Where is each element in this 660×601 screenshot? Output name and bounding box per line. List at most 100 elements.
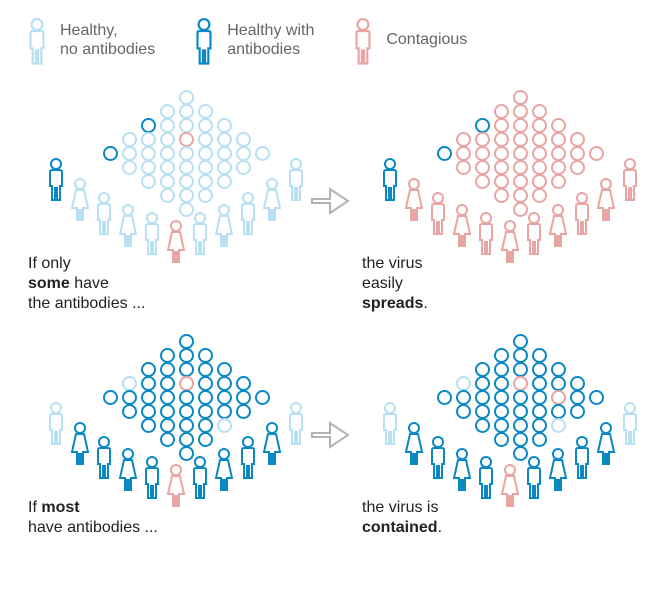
crowd-circle (236, 160, 251, 175)
crowd-person-icon (426, 436, 450, 480)
crowd-circle (551, 376, 566, 391)
crowd-person-icon (546, 448, 570, 492)
crowd-circle (513, 174, 528, 189)
crowd-circle (456, 132, 471, 147)
legend-label: Contagious (386, 30, 467, 49)
crowd-circle (551, 418, 566, 433)
crowd-person-icon (44, 158, 68, 202)
crowd-circle (494, 376, 509, 391)
crowd-person-icon (260, 178, 284, 222)
crowd-circle (160, 418, 175, 433)
crowd-circle (551, 174, 566, 189)
crowd-circle (513, 146, 528, 161)
crowd-circle (141, 174, 156, 189)
crowd-person-icon (378, 158, 402, 202)
crowd-person-icon (570, 436, 594, 480)
legend-item-contagious: Contagious (350, 18, 467, 62)
crowd-circle (198, 188, 213, 203)
crowd-circle (198, 390, 213, 405)
crowd-circle (103, 146, 118, 161)
crowd-circle (122, 160, 137, 175)
crowd-circle (570, 390, 585, 405)
crowd-circle (532, 348, 547, 363)
crowd-circle (179, 334, 194, 349)
crowd-circle (179, 348, 194, 363)
crowd-person-icon (618, 402, 642, 446)
crowd-person-icon (522, 456, 546, 500)
crowd-person-icon (474, 212, 498, 256)
crowd-circle (513, 404, 528, 419)
crowd-circle (217, 404, 232, 419)
crowd-circle (532, 362, 547, 377)
person-icon (350, 18, 376, 62)
crowd-circle (236, 376, 251, 391)
crowd-circle (103, 390, 118, 405)
crowd-person-icon (212, 448, 236, 492)
crowd-circle (494, 348, 509, 363)
crowd-circle (570, 160, 585, 175)
crowd-circle (198, 348, 213, 363)
crowd-circle (532, 104, 547, 119)
crowd-circle (179, 90, 194, 105)
crowd-circle (198, 174, 213, 189)
crowd-circle (494, 390, 509, 405)
crowd-circle (551, 404, 566, 419)
crowd-circle (179, 404, 194, 419)
crowd-circle (160, 432, 175, 447)
crowd-person-icon (116, 204, 140, 248)
crowd-circle (179, 362, 194, 377)
legend-item-antibody: Healthy withantibodies (191, 18, 314, 62)
crowd-circle (456, 390, 471, 405)
crowd-circle (122, 132, 137, 147)
crowd-circle (198, 146, 213, 161)
crowd-grid (362, 84, 632, 264)
crowd-panel: If onlysome havethe antibodies ... (28, 84, 298, 314)
crowd-circle (494, 404, 509, 419)
crowd-person-icon (402, 178, 426, 222)
crowd-person-icon (236, 436, 260, 480)
crowd-person-icon (498, 220, 522, 264)
crowd-circle (160, 404, 175, 419)
crowd-circle (494, 118, 509, 133)
crowd-person-icon (140, 456, 164, 500)
legend-label: Healthy withantibodies (227, 21, 314, 59)
crowd-circle (122, 390, 137, 405)
crowd-circle (532, 404, 547, 419)
crowd-circle (217, 118, 232, 133)
crowd-circle (160, 104, 175, 119)
crowd-person-icon (284, 158, 308, 202)
crowd-person-icon (450, 448, 474, 492)
crowd-grid (28, 84, 298, 264)
crowd-circle (551, 362, 566, 377)
crowd-person-icon (68, 178, 92, 222)
crowd-circle (513, 90, 528, 105)
crowd-circle (513, 188, 528, 203)
crowd-circle (160, 188, 175, 203)
crowd-circle (513, 104, 528, 119)
crowd-circle (141, 362, 156, 377)
crowd-circle (198, 432, 213, 447)
crowd-circle (122, 376, 137, 391)
crowd-circle (198, 362, 213, 377)
crowd-circle (141, 118, 156, 133)
crowd-circle (179, 174, 194, 189)
crowd-circle (475, 146, 490, 161)
crowd-circle (198, 376, 213, 391)
crowd-circle (160, 146, 175, 161)
crowd-circle (570, 146, 585, 161)
crowd-grid (362, 328, 632, 508)
crowd-circle (198, 118, 213, 133)
crowd-circle (513, 334, 528, 349)
crowd-circle (179, 390, 194, 405)
crowd-person-icon (284, 402, 308, 446)
crowd-circle (255, 390, 270, 405)
crowd-circle (141, 132, 156, 147)
crowd-person-icon (164, 220, 188, 264)
person-icon (24, 18, 50, 62)
crowd-circle (217, 174, 232, 189)
crowd-circle (198, 404, 213, 419)
crowd-circle (551, 146, 566, 161)
crowd-circle (494, 104, 509, 119)
crowd-circle (236, 390, 251, 405)
crowd-grid (28, 328, 298, 508)
